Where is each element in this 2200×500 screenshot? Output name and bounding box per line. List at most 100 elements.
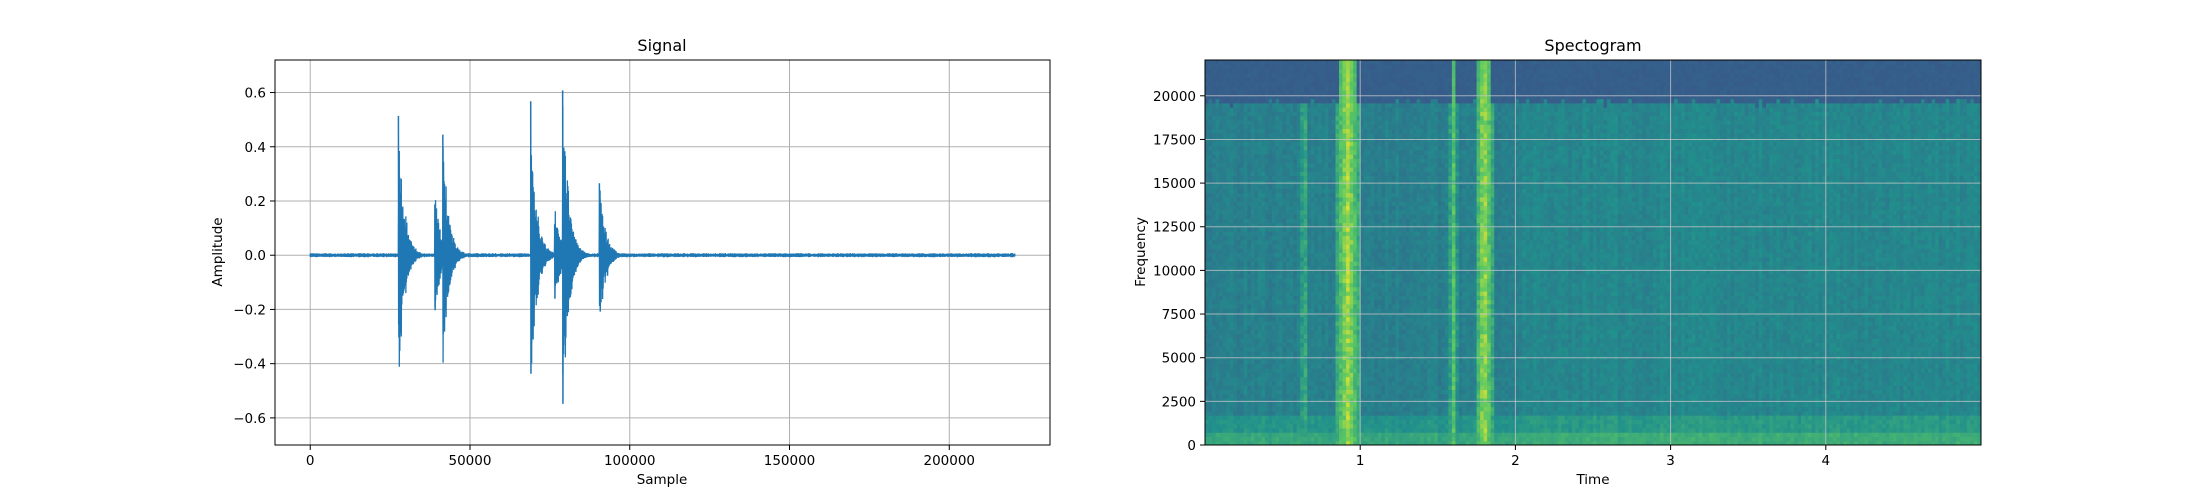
- spectrogram-cell: [1279, 347, 1283, 352]
- spectrogram-cell: [1216, 176, 1220, 181]
- spectrogram-cell: [1346, 154, 1350, 159]
- spectrogram-cell: [1237, 308, 1241, 313]
- spectrogram-cell: [1223, 338, 1227, 343]
- spectrogram-cell: [1328, 295, 1332, 300]
- spectrogram-cell: [1209, 235, 1213, 240]
- spectrogram-cell: [1219, 325, 1223, 330]
- spectrogram-cell: [1247, 197, 1251, 202]
- spectrogram-cell: [1367, 428, 1371, 433]
- spectrogram-cell: [1265, 231, 1269, 236]
- spectrogram-cell: [1226, 377, 1230, 382]
- spectrogram-cell: [1247, 304, 1251, 309]
- spectrogram-cell: [1388, 197, 1392, 202]
- spectrogram-cell: [1205, 210, 1209, 215]
- spectrogram-cell: [1261, 141, 1265, 146]
- spectrogram-cell: [1209, 389, 1213, 394]
- spectrogram-cell: [1223, 231, 1227, 236]
- spectrogram-cell: [1265, 81, 1269, 86]
- spectrogram-cell: [1385, 372, 1389, 377]
- spectrogram-cell: [1346, 107, 1350, 112]
- spectrogram-cell: [1297, 227, 1301, 232]
- spectrogram-cell: [1367, 120, 1371, 125]
- spectrogram-cell: [1339, 248, 1343, 253]
- spectrogram-cell: [1374, 321, 1378, 326]
- spectrogram-cell: [1353, 244, 1357, 249]
- spectrogram-cell: [1279, 377, 1283, 382]
- spectrogram-cell: [1276, 64, 1280, 69]
- spectrogram-cell: [1261, 377, 1265, 382]
- spectrogram-cell: [1290, 368, 1294, 373]
- spectrogram-cell: [1350, 231, 1354, 236]
- spectrogram-cell: [1314, 99, 1318, 104]
- spectrogram-cell: [1325, 231, 1329, 236]
- spectrogram-cell: [1205, 287, 1209, 292]
- spectrogram-cell: [1283, 415, 1287, 420]
- spectrogram-cell: [1226, 274, 1230, 279]
- spectrogram-cell: [1343, 377, 1347, 382]
- spectrogram-cell: [1261, 197, 1265, 202]
- spectrogram-cell: [1314, 351, 1318, 356]
- spectrogram-cell: [1265, 99, 1269, 104]
- spectrogram-cell: [1325, 407, 1329, 412]
- spectrogram-cell: [1321, 364, 1325, 369]
- spectrogram-cell: [1374, 94, 1378, 99]
- spectrogram-cell: [1350, 308, 1354, 313]
- spectrogram-cell: [1290, 330, 1294, 335]
- spectrogram-cell: [1230, 124, 1234, 129]
- spectrogram-cell: [1209, 176, 1213, 181]
- spectrogram-cell: [1205, 257, 1209, 262]
- spectrogram-cell: [1300, 227, 1304, 232]
- spectrogram-cell: [1205, 128, 1209, 133]
- spectrogram-cell: [1350, 103, 1354, 108]
- spectrogram-cell: [1209, 94, 1213, 99]
- spectrogram-cell: [1385, 171, 1389, 176]
- spectrogram-cell: [1350, 419, 1354, 424]
- spectrogram-cell: [1223, 253, 1227, 258]
- spectrogram-cell: [1230, 359, 1234, 364]
- spectrogram-cell: [1223, 205, 1227, 210]
- spectrogram-cell: [1304, 347, 1308, 352]
- spectrogram-cell: [1307, 411, 1311, 416]
- spectrogram-cell: [1268, 231, 1272, 236]
- spectrogram-cell: [1350, 411, 1354, 416]
- spectrogram-cell: [1286, 146, 1290, 151]
- spectrogram-cell: [1388, 317, 1392, 322]
- spectrogram-cell: [1244, 205, 1248, 210]
- spectrogram-cell: [1307, 338, 1311, 343]
- spectrogram-cell: [1254, 193, 1258, 198]
- spectrogram-cell: [1367, 73, 1371, 78]
- spectrogram-cell: [1251, 60, 1255, 65]
- spectrogram-cell: [1237, 248, 1241, 253]
- spectrogram-cell: [1385, 154, 1389, 159]
- spectrogram-cell: [1272, 381, 1276, 386]
- spectrogram-cell: [1374, 218, 1378, 223]
- spectrogram-cell: [1307, 389, 1311, 394]
- spectrogram-cell: [1332, 197, 1336, 202]
- spectrogram-cell: [1286, 64, 1290, 69]
- spectrogram-cell: [1216, 372, 1220, 377]
- spectrogram-cell: [1286, 274, 1290, 279]
- spectrogram-cell: [1293, 116, 1297, 121]
- spectrogram-cell: [1216, 257, 1220, 262]
- spectrogram-cell: [1272, 146, 1276, 151]
- spectrogram-cell: [1371, 184, 1375, 189]
- spectrogram-cell: [1268, 372, 1272, 377]
- spectrogram-cell: [1371, 398, 1375, 403]
- spectrogram-cell: [1364, 227, 1368, 232]
- spectrogram-cell: [1388, 419, 1392, 424]
- spectrogram-cell: [1360, 407, 1364, 412]
- spectrogram-cell: [1297, 407, 1301, 412]
- spectrogram-cell: [1311, 158, 1315, 163]
- spectrogram-cell: [1272, 197, 1276, 202]
- spectrogram-cell: [1297, 389, 1301, 394]
- spectrogram-cell: [1385, 295, 1389, 300]
- spectrogram-cell: [1237, 218, 1241, 223]
- spectrogram-cell: [1276, 432, 1280, 437]
- spectrogram-cell: [1318, 99, 1322, 104]
- spectrogram-cell: [1328, 150, 1332, 155]
- spectrogram-cell: [1392, 436, 1396, 441]
- spectrogram-cell: [1297, 282, 1301, 287]
- spectrogram-cell: [1378, 261, 1382, 266]
- spectrogram-cell: [1247, 64, 1251, 69]
- spectrogram-cell: [1233, 193, 1237, 198]
